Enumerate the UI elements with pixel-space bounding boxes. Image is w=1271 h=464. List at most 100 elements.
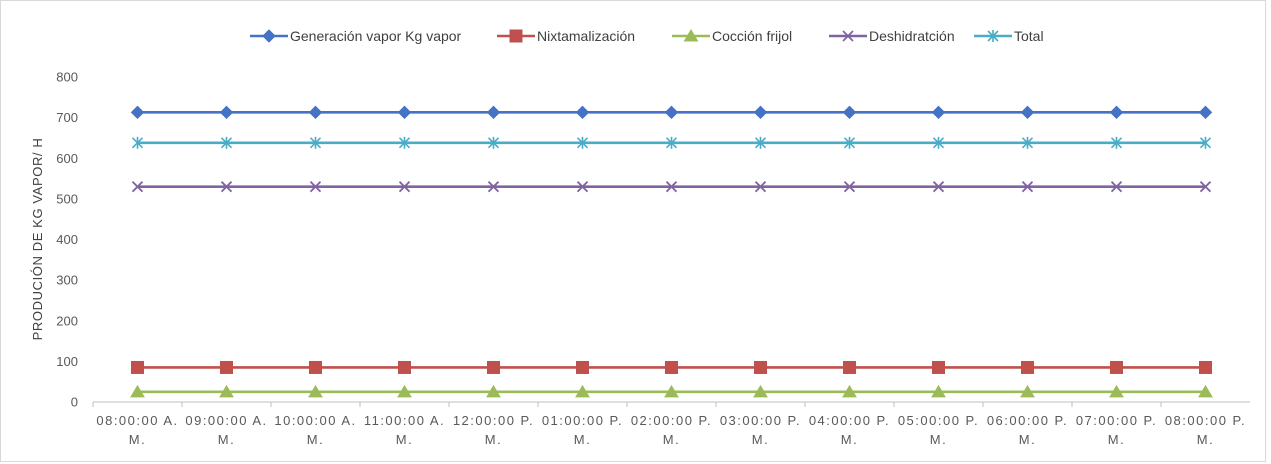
- x-tick-label: 11:00:00 A. M.: [364, 413, 445, 447]
- data-point: [754, 360, 767, 374]
- data-point: [576, 181, 589, 193]
- x-tick-label: 05:00:00 P. M.: [898, 413, 979, 447]
- data-point: [576, 136, 589, 149]
- data-point: [665, 181, 678, 193]
- data-point: [932, 136, 945, 149]
- data-point: [1198, 105, 1213, 120]
- x-tick-label: 04:00:00 P. M.: [809, 413, 890, 447]
- data-point: [664, 384, 679, 398]
- data-point: [1021, 360, 1034, 374]
- data-point: [1199, 181, 1212, 193]
- legend-label: Deshidratción: [869, 28, 955, 44]
- legend-label: Total: [1014, 28, 1044, 44]
- legend-label: Cocción frijol: [712, 28, 792, 44]
- y-axis-label: PRODUCIÓN DE KG VAPOR/ H: [30, 138, 45, 341]
- data-point: [487, 136, 500, 149]
- data-point: [1020, 105, 1035, 120]
- series-0: [130, 105, 1213, 120]
- x-tick-label: 07:00:00 P. M.: [1076, 413, 1157, 447]
- series-2: [130, 384, 1213, 398]
- data-point: [220, 181, 233, 193]
- x-tick-label: 06:00:00 P. M.: [987, 413, 1068, 447]
- data-point: [843, 360, 856, 374]
- legend-item: Deshidratción: [829, 28, 955, 44]
- data-point: [309, 181, 322, 193]
- data-point: [131, 136, 144, 149]
- data-point: [220, 360, 233, 374]
- legend-item: Cocción frijol: [672, 28, 792, 44]
- data-point: [220, 136, 233, 149]
- data-point: [843, 136, 856, 149]
- data-point: [575, 105, 590, 120]
- data-point: [842, 105, 857, 120]
- y-tick-label: 200: [56, 313, 78, 328]
- data-point: [753, 105, 768, 120]
- data-point: [842, 384, 857, 398]
- legend-item: Total: [974, 28, 1044, 44]
- data-point: [931, 384, 946, 398]
- data-point: [754, 181, 767, 193]
- data-point: [683, 29, 699, 42]
- data-point: [665, 136, 678, 149]
- data-point: [486, 384, 501, 398]
- data-point: [131, 360, 144, 374]
- data-point: [397, 384, 412, 398]
- data-point: [665, 360, 678, 374]
- data-point: [398, 181, 411, 193]
- y-tick-label: 600: [56, 151, 78, 166]
- legend: Generación vapor Kg vapor Nixtamalización…: [250, 28, 1044, 44]
- series-1: [131, 360, 1212, 374]
- data-point: [398, 360, 411, 374]
- y-tick-label: 100: [56, 354, 78, 369]
- x-axis-ticks: 08:00:00 A. M.09:00:00 A. M.10:00:00 A. M.1…: [92, 402, 1246, 447]
- y-axis-ticks: 0 100 200 300 400 500 600 700 800: [56, 70, 78, 410]
- data-point: [1198, 384, 1213, 398]
- data-point: [932, 181, 945, 193]
- data-point: [931, 105, 946, 120]
- y-tick-label: 700: [56, 110, 78, 125]
- legend-label: Nixtamalización: [537, 28, 635, 44]
- series-4: [131, 136, 1212, 149]
- data-point: [754, 136, 767, 149]
- x-tick-label: 10:00:00 A. M.: [274, 413, 356, 447]
- data-point: [397, 105, 412, 120]
- data-point: [1021, 181, 1034, 193]
- data-point: [842, 30, 854, 42]
- data-point: [987, 30, 999, 42]
- x-tick-label: 08:00:00 A. M.: [96, 413, 178, 447]
- data-point: [487, 360, 500, 374]
- series-3: [131, 181, 1212, 193]
- legend-item: Generación vapor Kg vapor: [250, 28, 462, 44]
- x-tick-label: 03:00:00 P. M.: [720, 413, 801, 447]
- y-tick-label: 500: [56, 191, 78, 206]
- data-point: [308, 384, 323, 398]
- data-point: [219, 384, 234, 398]
- y-tick-label: 400: [56, 232, 78, 247]
- data-point: [1199, 360, 1212, 374]
- data-point: [1021, 136, 1034, 149]
- data-point: [486, 105, 501, 120]
- data-point: [309, 136, 322, 149]
- data-point: [664, 105, 679, 120]
- series-layer: [130, 105, 1213, 398]
- data-point: [131, 181, 144, 193]
- x-tick-label: 02:00:00 P. M.: [631, 413, 712, 447]
- data-point: [487, 181, 500, 193]
- data-point: [576, 360, 589, 374]
- legend-label: Generación vapor Kg vapor: [290, 28, 462, 44]
- data-point: [843, 181, 856, 193]
- data-point: [130, 384, 145, 398]
- data-point: [509, 29, 523, 43]
- data-point: [219, 105, 234, 120]
- data-point: [575, 384, 590, 398]
- data-point: [130, 105, 145, 120]
- y-tick-label: 800: [56, 70, 78, 85]
- data-point: [1109, 384, 1124, 398]
- x-tick-label: 08:00:00 P. M.: [1165, 413, 1246, 447]
- data-point: [262, 29, 276, 43]
- y-tick-label: 300: [56, 273, 78, 288]
- legend-item: Nixtamalización: [497, 28, 635, 44]
